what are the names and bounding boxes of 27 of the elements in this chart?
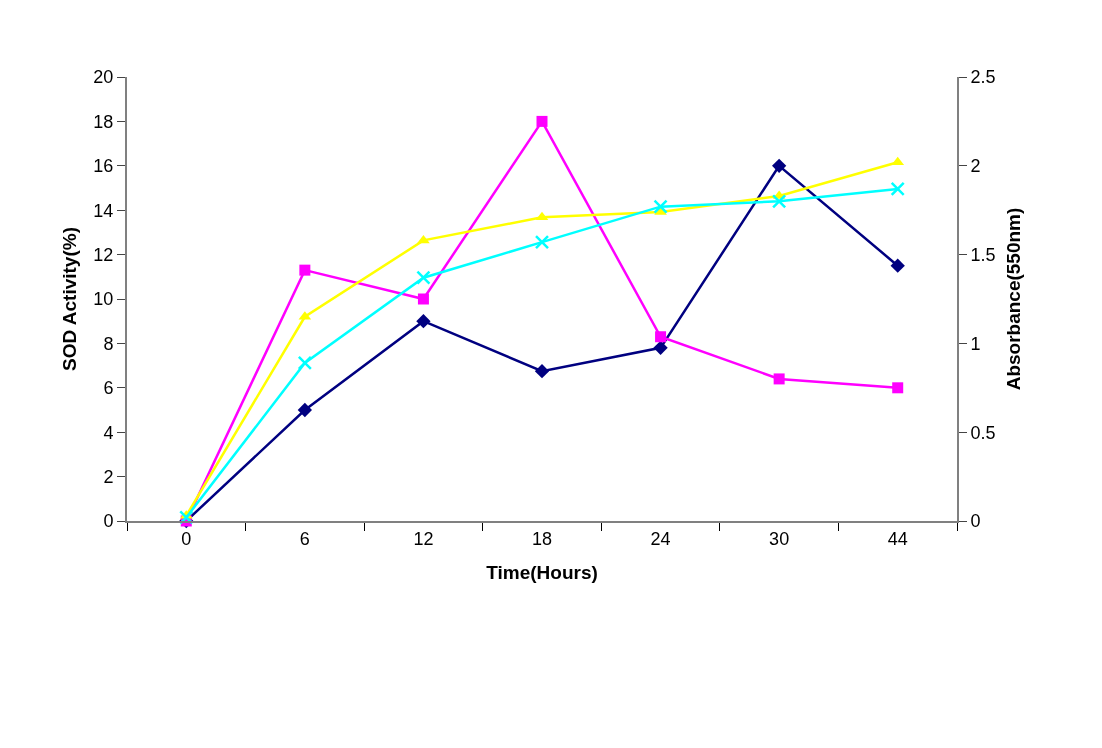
x-tick-label: 18 (531, 528, 553, 549)
y2-axis-title: Absorbance(550nm) (1002, 207, 1024, 391)
y-tick-label: 16 (93, 156, 114, 177)
x-axis-title: Time(Hours) (486, 561, 598, 583)
x-tick-label: 44 (887, 528, 908, 549)
y-tick-label: 20 (93, 67, 114, 88)
y-tick-label: 4 (103, 422, 114, 443)
y2-tick-label: 2.5 (970, 67, 996, 88)
y2-tick-label: 1 (970, 333, 981, 354)
y2-tick-label: 0.5 (970, 422, 996, 443)
y-tick-label: 8 (103, 333, 114, 354)
y2-tick-label: 0 (970, 511, 981, 532)
y-tick-label: 18 (93, 111, 114, 132)
x-tick-label: 24 (650, 528, 671, 549)
y-tick-label: 0 (103, 511, 114, 532)
y-tick-label: 6 (103, 378, 114, 399)
x-tick-label: 0 (181, 528, 192, 549)
x-tick-label: 6 (299, 528, 310, 549)
x-tick-label: 12 (413, 528, 434, 549)
y-tick-label: 10 (93, 289, 114, 310)
x-tick-label: 30 (769, 528, 790, 549)
y2-tick-label: 2 (970, 156, 981, 177)
y-tick-label: 12 (93, 244, 114, 265)
y-axis-title: SOD Activity(%) (58, 227, 80, 371)
y-tick-label: 14 (93, 200, 114, 221)
y2-tick-label: 1.5 (970, 244, 996, 265)
y-tick-label: 2 (103, 466, 114, 487)
